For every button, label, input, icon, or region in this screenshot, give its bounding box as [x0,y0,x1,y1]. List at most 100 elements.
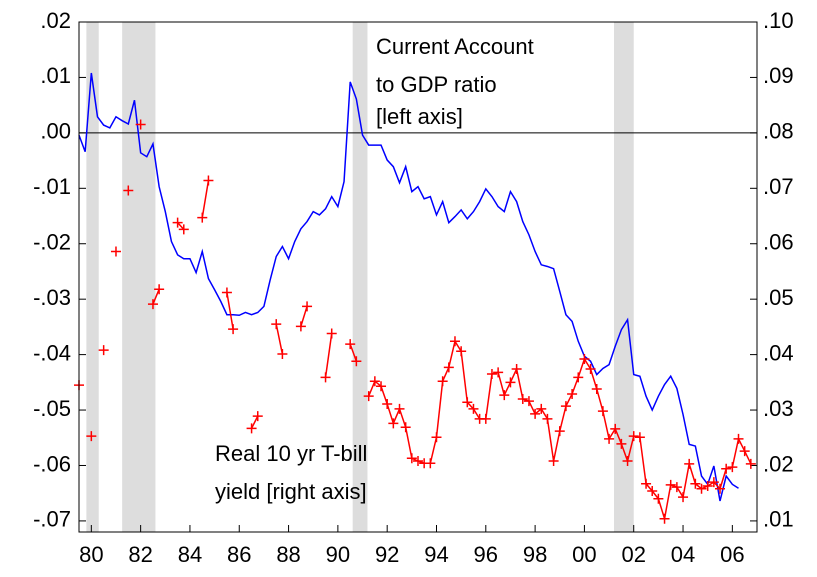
point-marker [406,453,417,464]
point-marker [246,423,257,434]
y-tick-label: -.07 [33,507,71,532]
point-marker [610,423,621,434]
x-tick-label: 92 [375,542,399,567]
point-marker [388,418,399,429]
point-marker [665,479,676,490]
y2-tick-label: .10 [763,8,794,33]
annotation: yield [right axis] [215,479,367,504]
y-tick-label: -.01 [33,174,71,199]
shaded-period [86,22,99,532]
point-marker [110,246,121,257]
point-marker [252,411,263,422]
x-tick-label: 00 [572,542,596,567]
y-tick-label: .02 [40,8,71,33]
y2-tick-label: .07 [763,174,794,199]
x-tick-label: 80 [79,542,103,567]
point-marker [585,364,596,375]
point-marker [228,324,239,335]
point-marker [628,431,639,442]
point-marker [135,119,146,130]
y-tick-label: -.04 [33,340,71,365]
point-marker [622,456,633,467]
point-marker [369,376,380,387]
point-marker [178,224,189,235]
x-tick-label: 98 [523,542,547,567]
y-tick-label: -.02 [33,230,71,255]
point-marker [197,212,208,223]
point-marker [505,377,516,388]
point-marker [678,492,689,503]
y-tick-label: .01 [40,63,71,88]
point-marker [394,403,405,414]
y2-tick-label: .04 [763,340,794,365]
point-marker [591,383,602,394]
point-marker [295,321,306,332]
point-marker [382,398,393,409]
shaded-period [122,22,156,532]
point-marker [671,482,682,493]
point-marker [634,432,645,443]
point-marker [554,426,565,437]
point-marker [641,478,652,489]
point-marker [690,478,701,489]
point-marker [271,319,282,330]
y2-tick-label: .03 [763,396,794,421]
point-marker [727,462,738,473]
shaded-period [352,22,368,532]
y-tick-label: -.06 [33,451,71,476]
point-marker [511,364,522,375]
point-marker [154,284,165,295]
annotation: Real 10 yr T-bill [215,441,367,466]
point-marker [721,463,732,474]
x-tick-label: 96 [474,542,498,567]
point-marker [376,381,387,392]
y2-tick-label: .05 [763,285,794,310]
shaded-period [614,22,634,532]
point-marker [351,356,362,367]
point-marker [462,397,473,408]
x-tick-label: 04 [671,542,695,567]
point-marker [530,408,541,419]
point-marker [647,485,658,496]
point-marker [659,513,670,524]
point-marker [493,367,504,378]
annotation: [left axis] [376,104,463,129]
point-marker [499,390,510,401]
x-tick-label: 84 [178,542,202,567]
y-tick-label: -.05 [33,396,71,421]
point-marker [486,369,497,380]
plot-frame [78,21,758,533]
point-marker [320,372,331,383]
point-marker [745,458,756,469]
y2-tick-label: .02 [763,451,794,476]
x-tick-label: 90 [326,542,350,567]
annotation: Current Account [376,34,534,59]
annotation: to GDP ratio [376,72,497,97]
y2-tick-label: .08 [763,119,794,144]
series-line [152,180,752,519]
point-marker [425,458,436,469]
point-marker [456,346,467,357]
point-marker [123,185,134,196]
point-marker [579,354,590,365]
y2-tick-label: .01 [763,507,794,532]
point-marker [437,376,448,387]
point-marker [517,393,528,404]
x-tick-label: 06 [720,542,744,567]
point-marker [468,403,479,414]
point-marker [277,349,288,360]
point-marker [221,287,232,298]
point-marker [560,401,571,412]
point-marker [302,301,313,312]
point-marker [733,433,744,444]
point-marker [597,406,608,417]
point-marker [616,438,627,449]
point-marker [542,413,553,424]
series-line [78,72,739,502]
point-marker [449,336,460,347]
y2-tick-label: .06 [763,230,794,255]
point-marker [523,396,534,407]
point-marker [696,483,707,494]
y2-tick-label: .09 [763,63,794,88]
